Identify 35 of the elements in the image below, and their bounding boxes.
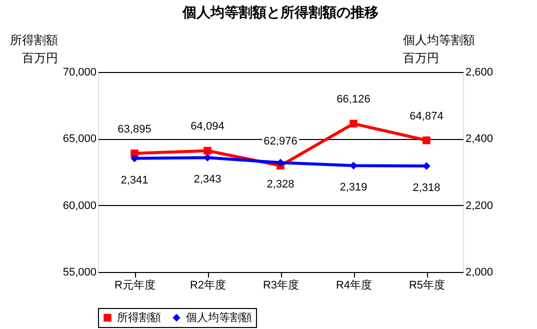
y2-tick-label: 2,200 [466,200,494,212]
x-tick-label: R4年度 [336,278,372,292]
y-tick-label: 65,000 [62,133,96,146]
text: 百万円 [403,51,439,65]
data-label: 2,328 [266,178,294,191]
x-tick-label: R3年度 [262,278,300,292]
data-label: 64,094 [190,120,224,133]
y2-tick-label: 2,400 [466,133,494,146]
x-tick-label: R2年度 [190,278,226,292]
data-label: 64,874 [410,110,444,122]
chart-title: 個人均等割額と所得割額の推移 [182,4,378,20]
legend-label: 所得割額 [117,310,161,324]
text: 百万円 [22,51,58,65]
y-tick-label: 55,000 [62,266,96,278]
y2-tick-label: 2,000 [466,266,494,278]
legend-label: 個人均等割額 [186,310,252,324]
y2-tick-label: 2,600 [466,66,494,78]
data-label: 2,343 [194,174,222,186]
y-tick-label: 60,000 [62,200,96,212]
point [422,136,430,144]
point [130,154,138,162]
point [350,120,358,128]
point [204,154,212,162]
y2-axis-title: 個人均等割額 [403,33,475,47]
data-label: 2,319 [340,182,368,194]
data-label: 63,895 [118,123,152,136]
data-label: 2,318 [412,182,440,194]
x-tick-label: R元年度 [114,278,156,292]
data-label: 66,126 [336,94,370,106]
y-tick-label: 70,000 [62,66,96,78]
x-tick-label: R5年度 [408,278,446,292]
y-axis-title: 所得割額 [10,33,58,47]
point [276,158,284,167]
data-label: 2,341 [120,174,148,186]
point [204,146,212,155]
